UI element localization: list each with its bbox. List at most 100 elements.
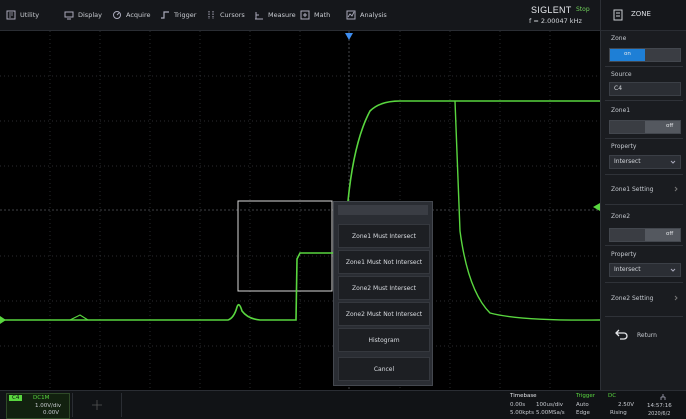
network-icon: [660, 394, 666, 400]
display-icon: [64, 11, 74, 20]
menu-item-cancel[interactable]: Cancel: [338, 357, 430, 381]
menu-item-histogram[interactable]: Histogram: [338, 328, 430, 352]
menu-label: Math: [314, 11, 331, 19]
math-icon: [300, 10, 310, 20]
trigger-position-marker[interactable]: [345, 33, 353, 40]
analysis-icon: [346, 10, 356, 20]
graticule-center: [0, 31, 600, 390]
zone1-setting-button[interactable]: Zone1 Setting: [605, 180, 683, 198]
add-channel-button[interactable]: [72, 393, 122, 417]
channel-offset: 0.00V: [43, 410, 60, 416]
zone-on-label: on: [624, 51, 631, 57]
trigger-coupling: DC: [608, 393, 617, 399]
panel-title: ZONE: [631, 10, 651, 18]
clock-date: 2020/6/2: [648, 411, 671, 417]
zone2-label: Zone2: [611, 213, 631, 220]
menu-analysis[interactable]: Analysis: [346, 0, 387, 30]
menu-item-zone1-must-intersect[interactable]: Zone1 Must Intersect: [338, 224, 430, 248]
menu-measure[interactable]: Measure: [254, 0, 296, 30]
menu-item-label: Zone2 Must Not Intersect: [345, 310, 423, 318]
source-value: C4: [614, 85, 623, 92]
clock-time: 14:57:16: [647, 403, 672, 409]
menu-display[interactable]: Display: [64, 0, 102, 30]
waveform-display[interactable]: [0, 31, 600, 390]
property2-label: Property: [611, 251, 637, 258]
clock: 14:57:16 2020/6/2: [644, 393, 684, 417]
property1-value: Intersect: [614, 158, 641, 165]
zone2-setting-label: Zone2 Setting: [611, 295, 654, 302]
property2-value: Intersect: [614, 266, 641, 273]
source-select[interactable]: C4: [609, 82, 681, 96]
panel-header: ZONE: [601, 0, 686, 31]
brand-status: SIGLENT Stop f = 2.00047 kHz: [505, 2, 599, 28]
property1-select[interactable]: Intersect: [609, 155, 681, 169]
timebase-info[interactable]: Timebase 0.00s 100us/div 5.00kpts 5.00MS…: [508, 393, 570, 417]
graticule: [0, 31, 600, 390]
menubar: Utility Display Acquire Trigger Cursors …: [0, 0, 600, 31]
menu-header-strip: [338, 205, 428, 215]
trigger-slope: Rising: [610, 410, 627, 416]
menu-label: Cursors: [220, 11, 245, 19]
menu-label: Utility: [20, 11, 40, 19]
acquisition-state[interactable]: Stop: [576, 6, 590, 13]
property2-select[interactable]: Intersect: [609, 263, 681, 277]
menu-trigger[interactable]: Trigger: [160, 0, 196, 30]
menu-utility[interactable]: Utility: [6, 0, 39, 30]
brand-name: SIGLENT: [531, 5, 572, 15]
trigger-icon: [161, 11, 169, 19]
utility-icon: [6, 10, 16, 20]
menu-math[interactable]: Math: [300, 0, 330, 30]
zone2-setting-button[interactable]: Zone2 Setting: [605, 289, 683, 307]
menu-acquire[interactable]: Acquire: [112, 0, 151, 30]
channel-badge: C4: [9, 395, 23, 401]
menu-item-label: Zone2 Must Intersect: [352, 284, 416, 292]
menu-label: Measure: [268, 11, 296, 19]
zone2-toggle[interactable]: off: [609, 228, 681, 242]
channel-scale: 1.00V/div: [35, 403, 62, 409]
zone-panel: ZONE Zone on Source C4 Zone1 off Propert…: [600, 0, 686, 390]
status-bar: C4 DC1M 1.00V/div 0.00V Timebase 0.00s 1…: [0, 390, 686, 419]
menu-item-zone1-must-not-intersect[interactable]: Zone1 Must Not Intersect: [338, 250, 430, 274]
menu-item-label: Zone1 Must Intersect: [352, 232, 416, 240]
chevron-right-icon: [674, 295, 678, 301]
timebase-scale: 100us/div: [536, 402, 563, 408]
zone1-off-label: off: [666, 123, 674, 129]
menu-item-zone2-must-intersect[interactable]: Zone2 Must Intersect: [338, 276, 430, 300]
return-button[interactable]: Return: [605, 324, 683, 346]
timebase-label: Timebase: [510, 393, 537, 399]
zone1-box[interactable]: [237, 200, 333, 292]
property1-label: Property: [611, 143, 637, 150]
zone-toggle[interactable]: on: [609, 48, 681, 62]
add-icon: [92, 400, 102, 410]
channel-c4-info[interactable]: C4 DC1M 1.00V/div 0.00V: [6, 393, 70, 419]
frequency-readout: f = 2.00047 kHz: [529, 17, 582, 25]
cursors-icon: [208, 11, 214, 19]
zone2-off-label: off: [666, 231, 674, 237]
menu-item-zone2-must-not-intersect[interactable]: Zone2 Must Not Intersect: [338, 302, 430, 326]
trigger-level: 2.50V: [618, 402, 635, 408]
menu-cursors[interactable]: Cursors: [206, 0, 245, 30]
channel-ground-marker[interactable]: [0, 316, 6, 324]
trigger-info[interactable]: Trigger DC Auto 2.50V Edge Rising: [574, 393, 642, 417]
source-label: Source: [611, 71, 632, 78]
return-icon: [615, 329, 628, 340]
menu-item-label: Zone1 Must Not Intersect: [345, 258, 423, 266]
waveform-blip: [69, 314, 89, 321]
zone-icon: [613, 9, 623, 21]
zone1-toggle[interactable]: off: [609, 120, 681, 134]
zone-context-menu: Zone1 Must Intersect Zone1 Must Not Inte…: [333, 201, 433, 386]
timebase-samplerate: 5.00MSa/s: [536, 410, 565, 416]
trigger-label: Trigger: [576, 393, 595, 399]
acquire-icon: [113, 11, 121, 19]
zone1-setting-label: Zone1 Setting: [611, 186, 654, 193]
trigger-level-marker[interactable]: [593, 203, 600, 211]
timebase-points: 5.00kpts: [510, 410, 534, 416]
zone1-label: Zone1: [611, 107, 631, 114]
waveform-fall: [454, 100, 600, 321]
timebase-delay: 0.00s: [510, 402, 526, 408]
trigger-type: Edge: [576, 410, 590, 416]
measure-icon: [255, 12, 263, 20]
chevron-down-icon: [670, 268, 676, 272]
waveform-trace: [0, 100, 600, 321]
